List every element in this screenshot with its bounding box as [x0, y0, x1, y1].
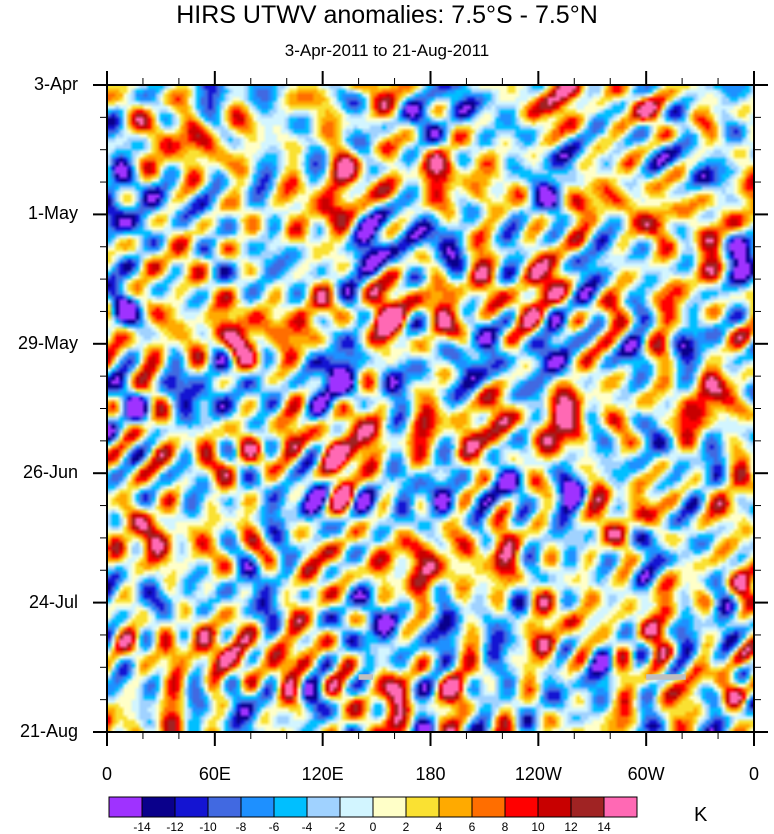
colorbar-swatch	[405, 796, 440, 818]
colorbar-tick-label: -6	[268, 820, 280, 834]
y-tick-label: 1-May	[27, 203, 78, 224]
colorbar-tick-label: -12	[166, 820, 184, 834]
colorbar-swatch	[372, 796, 407, 818]
colorbar-tick-label: -4	[301, 820, 313, 834]
colorbar-swatch	[504, 796, 539, 818]
y-tick-label: 29-May	[17, 332, 78, 353]
colorbar-swatch	[207, 796, 242, 818]
x-tick-label: 120W	[514, 764, 562, 784]
colorbar-swatch	[570, 796, 605, 818]
anomaly-raster	[107, 85, 754, 732]
colorbar-tick-label: 6	[468, 820, 476, 834]
colorbar-swatch	[273, 796, 308, 818]
x-tick-label: 120E	[301, 764, 344, 784]
x-tick-label: 0	[748, 764, 759, 784]
colorbar-swatch	[537, 796, 572, 818]
chart-subtitle: 3-Apr-2011 to 21-Aug-2011	[284, 41, 490, 60]
colorbar-tick-label: -2	[334, 820, 346, 834]
colorbar-tick-label: 8	[501, 820, 509, 834]
y-tick-label: 3-Apr	[33, 74, 78, 94]
colorbar-swatch	[174, 796, 209, 818]
colorbar-swatch	[603, 796, 638, 818]
colorbar-swatch	[141, 796, 176, 818]
colorbar-tick-label: 14	[597, 820, 611, 834]
x-tick-label: 60E	[198, 764, 231, 784]
colorbar-tick-label: 10	[531, 820, 545, 834]
colorbar-tick-label: -8	[235, 820, 247, 834]
x-tick-label: 60W	[627, 764, 665, 784]
y-tick-label: 24-Jul	[28, 591, 78, 612]
colorbar-tick-label: 0	[369, 820, 377, 834]
axis-ticks	[93, 71, 768, 746]
plot-frame	[106, 84, 755, 733]
colorbar-tick-label: -14	[133, 820, 151, 834]
colorbar-tick-label: 4	[435, 820, 443, 834]
missing-data-patch	[358, 674, 373, 680]
colorbar-swatch	[438, 796, 473, 818]
colorbar-swatch	[306, 796, 341, 818]
colorbar	[108, 796, 638, 818]
colorbar-tick-label: 2	[402, 820, 410, 834]
colorbar-unit: K	[694, 804, 708, 826]
anomaly-field	[107, 85, 754, 732]
missing-data-patch	[646, 674, 686, 680]
y-tick-label: 21-Aug	[19, 721, 78, 741]
colorbar-tick-label: 12	[564, 820, 578, 834]
chart-title: HIRS UTWV anomalies: 7.5°S - 7.5°N	[176, 1, 598, 29]
colorbar-swatch	[108, 796, 143, 818]
colorbar-tick-label: -10	[199, 820, 217, 834]
colorbar-swatch	[471, 796, 506, 818]
colorbar-swatch	[339, 796, 374, 818]
x-tick-label: 180	[415, 764, 446, 784]
colorbar-swatch	[240, 796, 275, 818]
x-tick-label: 0	[101, 764, 112, 784]
y-tick-label: 26-Jun	[22, 462, 78, 483]
